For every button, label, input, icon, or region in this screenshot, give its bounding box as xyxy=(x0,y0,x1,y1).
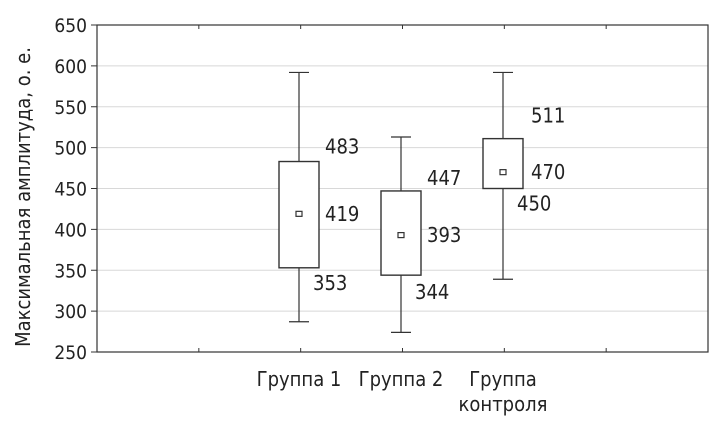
median-marker xyxy=(499,169,507,176)
y-tick-label: 250 xyxy=(54,342,87,364)
box-group xyxy=(482,71,524,280)
y-tick-label: 400 xyxy=(54,219,87,241)
box-group xyxy=(278,71,320,323)
category-label: Группа контроля xyxy=(459,367,548,416)
iqr-box xyxy=(482,137,524,190)
y-tick-label: 600 xyxy=(54,56,87,78)
y-tick-label: 300 xyxy=(54,301,87,323)
data-label: 419 xyxy=(325,202,359,226)
data-label: 511 xyxy=(531,104,565,128)
y-tick-label: 350 xyxy=(54,260,87,282)
y-tick-label: 500 xyxy=(54,138,87,160)
y-tick-label: 550 xyxy=(54,97,87,119)
data-label: 393 xyxy=(427,223,461,247)
category-label: Группа 1 xyxy=(257,367,342,391)
data-label: 344 xyxy=(415,280,449,304)
data-label: 450 xyxy=(517,192,551,216)
y-axis-title: Максимальная амплитуда, о. е. xyxy=(11,47,35,347)
box-group xyxy=(380,136,422,333)
median-marker xyxy=(397,231,405,239)
y-tick-label: 650 xyxy=(54,15,87,37)
category-label: Группа 2 xyxy=(359,367,444,391)
median-marker xyxy=(295,210,303,217)
data-label: 353 xyxy=(313,271,347,295)
data-label: 447 xyxy=(427,166,461,190)
data-label: 470 xyxy=(531,160,565,184)
y-tick-label: 450 xyxy=(54,179,87,201)
data-label: 483 xyxy=(325,135,359,159)
